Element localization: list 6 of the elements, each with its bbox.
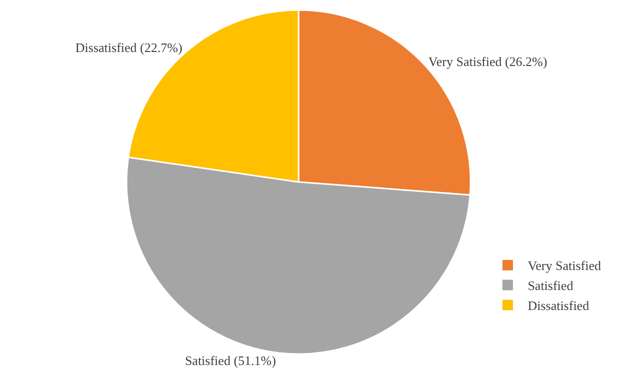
data-label: Dissatisfied (22.7%) <box>75 40 182 56</box>
legend-label: Very Satisfied <box>528 258 602 274</box>
legend-label: Satisfied <box>528 278 574 294</box>
data-label: Satisfied (51.1%) <box>184 352 276 368</box>
data-label: Very Satisfied (26.2%) <box>428 54 548 70</box>
legend-label: Dissatisfied <box>528 298 590 314</box>
